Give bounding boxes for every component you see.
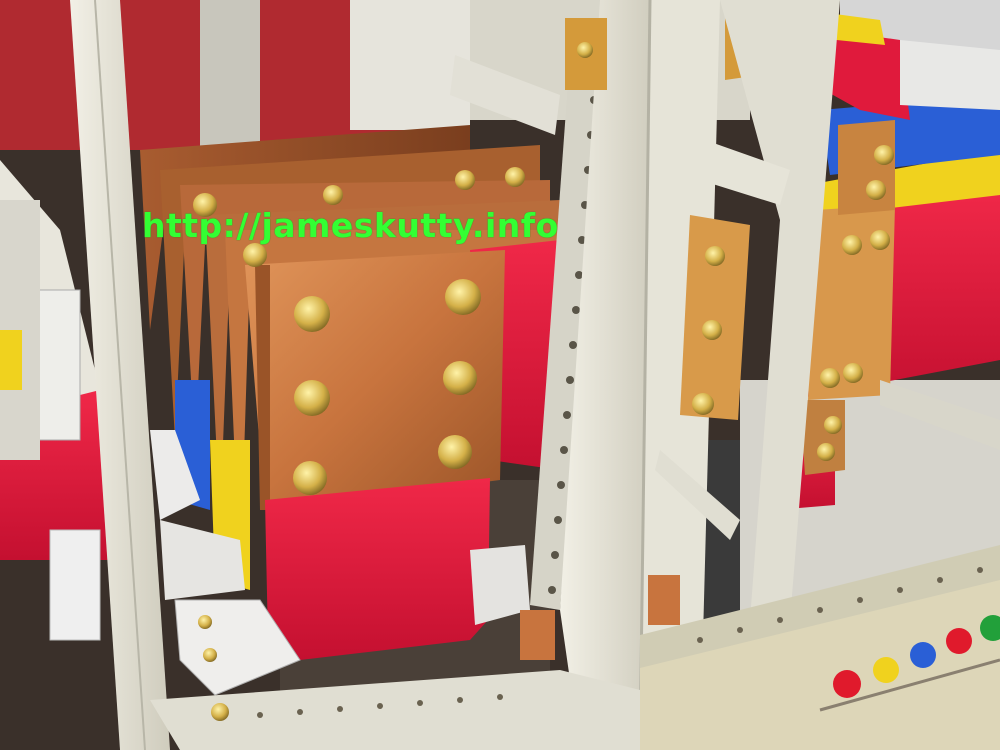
blue-lamp-icon (910, 642, 936, 668)
bolt-icon (438, 435, 472, 469)
right-frame-strut (720, 0, 840, 620)
bolt-icon (443, 361, 477, 395)
perforated-frame-upright (530, 0, 720, 750)
bottom-frame-rail (150, 670, 640, 750)
red-phase-sleeve (265, 478, 490, 660)
lower-copper-clip (520, 610, 555, 660)
bolt-icon (445, 279, 481, 315)
red-lamp-icon (946, 628, 972, 654)
plate-bolts (193, 167, 525, 495)
control-panel (640, 545, 1000, 750)
bolt-icon (294, 296, 330, 332)
top-bracket (450, 55, 560, 135)
red-lamp-icon (833, 670, 861, 698)
green-lamp-icon (980, 615, 1000, 641)
yellow-lamp-icon (873, 657, 899, 683)
watermark-text: http://jameskutty.info (142, 206, 559, 245)
support-insulators (150, 430, 530, 696)
left-insulator-rail (0, 160, 101, 641)
bolt-icon (293, 461, 327, 495)
bolt-icon (294, 380, 330, 416)
